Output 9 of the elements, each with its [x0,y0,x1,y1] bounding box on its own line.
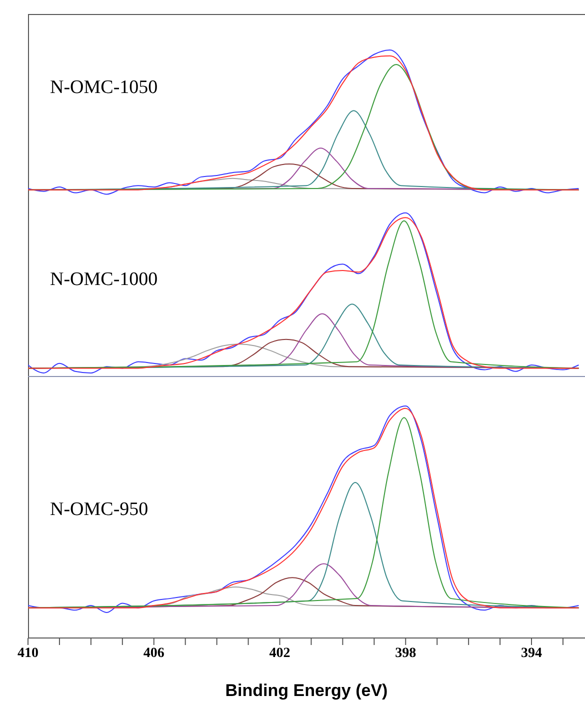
text: N-OMC-1050 [50,77,158,99]
text: N-OMC-950 [50,499,148,521]
x-tick-label: 398 [395,646,416,661]
x-tick-label: 394 [521,646,542,661]
x-axis-title: Binding Energy (eV) [225,681,388,700]
x-tick-label: 406 [143,646,164,661]
x-tick-label: 410 [18,646,38,661]
x-tick-label: 402 [269,646,290,661]
text: N-OMC-1000 [50,269,158,291]
